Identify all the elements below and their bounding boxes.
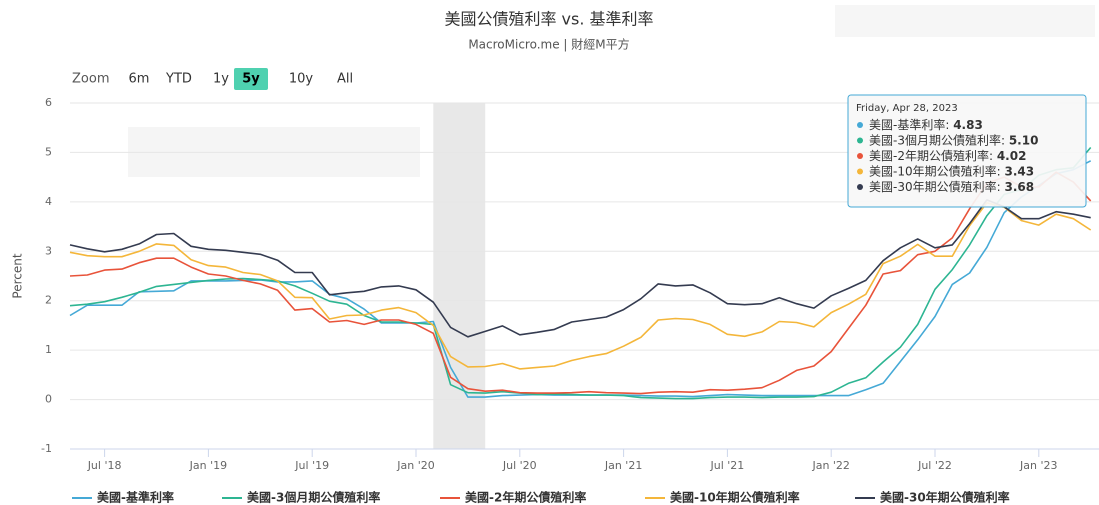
range-button[interactable]: All bbox=[324, 68, 366, 90]
y-tick-label: 5 bbox=[45, 145, 52, 158]
range-button[interactable]: 5y bbox=[234, 68, 268, 90]
legend-label: 美國-3個月期公債殖利率 bbox=[247, 490, 380, 505]
placeholder bbox=[835, 5, 1095, 37]
tooltip-label: 美國-30年期公債殖利率: bbox=[869, 179, 1004, 194]
range-button-label: 5y bbox=[242, 72, 260, 87]
y-tick-label: 3 bbox=[45, 244, 52, 257]
legend-item[interactable]: 美國-3個月期公債殖利率 bbox=[222, 490, 380, 505]
x-tick-label: Jul '19 bbox=[294, 459, 329, 472]
chart-subtitle: MacroMicro.me | 財經M平方 bbox=[468, 37, 629, 52]
tooltip-label: 美國-3個月期公債殖利率: bbox=[869, 132, 1009, 147]
range-button[interactable]: YTD bbox=[158, 68, 200, 90]
x-tick-label: Jan '19 bbox=[189, 459, 227, 472]
series-line bbox=[69, 199, 1091, 338]
range-button-label: YTD bbox=[165, 72, 192, 87]
tooltip-value: 3.43 bbox=[1004, 164, 1034, 178]
tooltip-value: 4.83 bbox=[953, 118, 983, 132]
x-tick-label: Jan '22 bbox=[811, 459, 849, 472]
tooltip-box bbox=[847, 94, 1087, 208]
y-tick-label: 0 bbox=[45, 393, 52, 406]
tooltip-value: 4.02 bbox=[997, 149, 1027, 163]
series-line bbox=[69, 146, 1092, 400]
tooltip-value: 3.68 bbox=[1004, 180, 1034, 194]
range-button-label: 1y bbox=[213, 72, 229, 87]
y-tick-label: 2 bbox=[45, 294, 52, 307]
plot-band bbox=[433, 103, 486, 449]
tooltip-date: Friday, Apr 28, 2023 bbox=[856, 103, 958, 114]
tooltip-dot bbox=[857, 168, 863, 175]
range-button-label: 10y bbox=[289, 72, 314, 87]
legend-item[interactable]: 美國-30年期公債殖利率 bbox=[855, 490, 1010, 505]
legend-item[interactable]: 美國-基準利率 bbox=[72, 490, 174, 505]
range-button[interactable]: 6m bbox=[122, 68, 156, 90]
x-tick-label: Jan '23 bbox=[1019, 459, 1057, 472]
legend-label: 美國-基準利率 bbox=[97, 490, 174, 505]
chart-title: 美國公債殖利率 vs. 基準利率 bbox=[444, 10, 653, 29]
x-tick-label: Jul '18 bbox=[87, 459, 122, 472]
tooltip-dot bbox=[857, 153, 863, 159]
y-tick-label: 1 bbox=[45, 343, 52, 356]
range-button-bg bbox=[234, 68, 268, 90]
tooltip-item: 美國-基準利率: 4.83 bbox=[869, 117, 983, 132]
x-tick-label: Jul '21 bbox=[710, 459, 745, 472]
y-tick-label: 4 bbox=[45, 195, 52, 208]
tooltip-dot bbox=[857, 184, 863, 190]
range-button-label: 6m bbox=[129, 72, 150, 87]
tooltip-item: 美國-10年期公債殖利率: 3.43 bbox=[869, 163, 1034, 178]
tooltip-value: 5.10 bbox=[1009, 133, 1039, 147]
x-tick-label: Jul '22 bbox=[917, 459, 952, 472]
range-button[interactable]: 1y bbox=[204, 68, 238, 90]
legend-item[interactable]: 美國-10年期公債殖利率 bbox=[645, 490, 800, 505]
tooltip-label: 美國-10年期公債殖利率: bbox=[869, 163, 1004, 178]
zoom-label: Zoom bbox=[72, 72, 109, 87]
y-tick-label: -1 bbox=[41, 442, 52, 455]
tooltip-item: 美國-3個月期公債殖利率: 5.10 bbox=[869, 132, 1038, 147]
legend-label: 美國-10年期公債殖利率 bbox=[670, 490, 800, 505]
tooltip-label: 美國-2年期公債殖利率: bbox=[869, 148, 997, 163]
range-button-label: All bbox=[337, 72, 353, 87]
x-tick-label: Jan '20 bbox=[396, 459, 434, 472]
x-tick-label: Jan '21 bbox=[604, 459, 642, 472]
tooltip-dot bbox=[857, 137, 863, 144]
series-line bbox=[69, 202, 1092, 370]
series-line bbox=[69, 171, 1092, 395]
legend-item[interactable]: 美國-2年期公債殖利率 bbox=[440, 490, 586, 505]
range-button[interactable]: 10y bbox=[280, 68, 322, 90]
y-axis-label: Percent bbox=[11, 253, 25, 298]
legend-label: 美國-2年期公債殖利率 bbox=[465, 490, 586, 505]
tooltip-item: 美國-30年期公債殖利率: 3.68 bbox=[869, 179, 1034, 194]
tooltip-item: 美國-2年期公債殖利率: 4.02 bbox=[869, 148, 1026, 163]
y-tick-label: 6 bbox=[45, 96, 52, 109]
tooltip-label: 美國-基準利率: bbox=[869, 117, 953, 132]
x-tick-label: Jul '20 bbox=[502, 459, 537, 472]
tooltip-dot bbox=[857, 122, 863, 128]
legend-label: 美國-30年期公債殖利率 bbox=[880, 490, 1010, 505]
